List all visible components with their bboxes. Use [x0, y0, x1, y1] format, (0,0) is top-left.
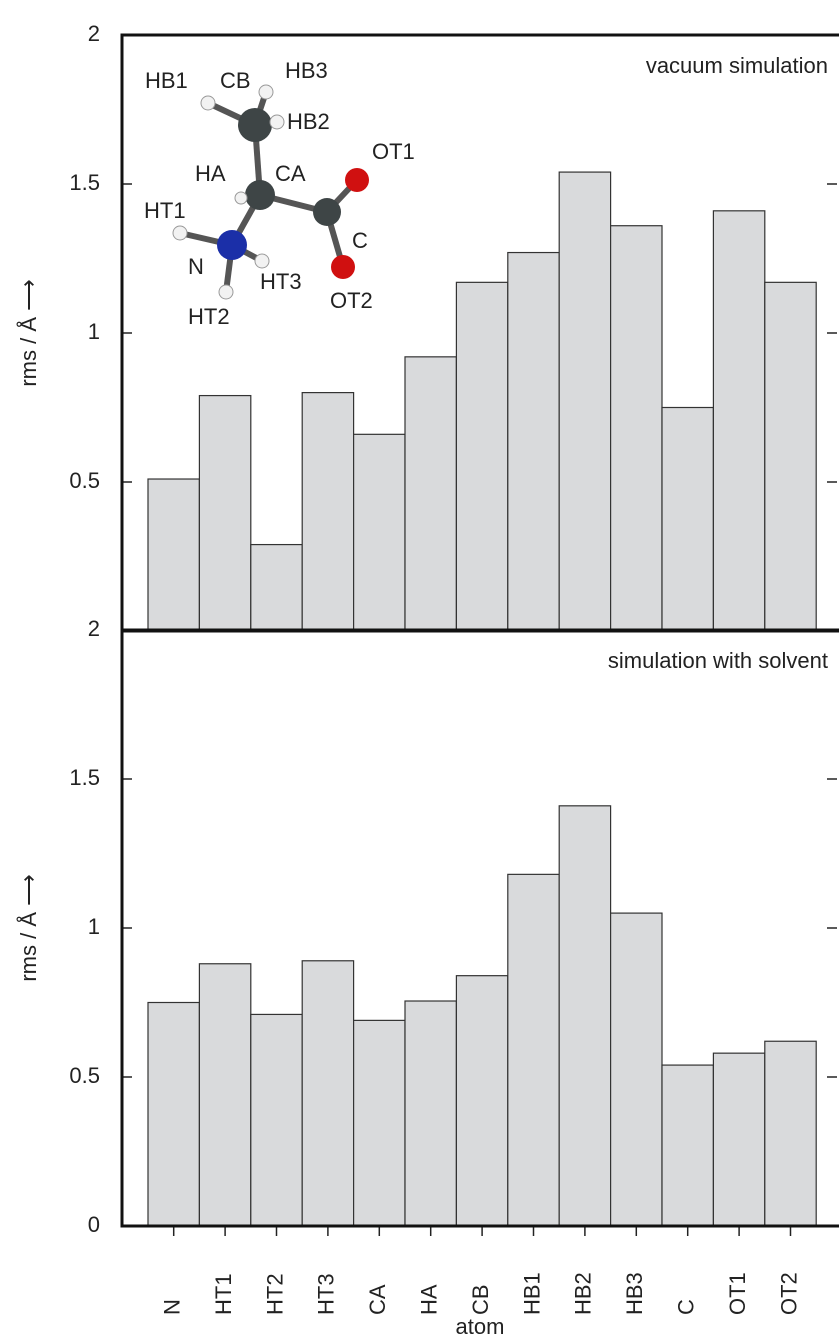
x-tick-label: CB: [468, 1284, 493, 1315]
bar: [609, 225, 663, 632]
bar: [455, 281, 509, 632]
bar: [507, 873, 560, 1227]
bar: [353, 433, 406, 632]
bar: [558, 171, 612, 632]
bar: [147, 1001, 201, 1227]
x-tick-label: HB1: [519, 1272, 544, 1315]
y-tick-label: 2: [88, 21, 100, 46]
atom-label: HB2: [287, 109, 330, 134]
x-tick-label: HT3: [314, 1273, 339, 1315]
atom-label: HT2: [188, 304, 230, 329]
atom-label: CB: [220, 68, 251, 93]
x-tick-label: HB2: [571, 1272, 596, 1315]
x-tick-label: HT2: [262, 1273, 287, 1315]
atom-label: HA: [195, 161, 226, 186]
atom-label: HB1: [145, 68, 188, 93]
bar: [404, 356, 458, 632]
bar: [661, 406, 715, 632]
bar: [198, 394, 252, 632]
atoms: [172, 84, 369, 300]
bar: [507, 251, 560, 632]
bar: [404, 1000, 458, 1227]
atom-label: HT3: [260, 269, 302, 294]
plot-frame: [120, 628, 839, 1228]
atom-label: OT2: [330, 288, 373, 313]
bar: [661, 1064, 715, 1227]
x-tick-label: HA: [417, 1284, 442, 1315]
bar: [712, 1052, 766, 1227]
bar: [764, 1040, 817, 1227]
bar: [609, 912, 663, 1227]
bar: [455, 975, 509, 1227]
x-tick-label: OT1: [725, 1272, 750, 1315]
atom-label: C: [352, 228, 368, 253]
bar: [250, 543, 303, 632]
x-tick-label: CA: [365, 1284, 390, 1315]
y-axis-label: rms / Å ⟶: [16, 874, 41, 981]
x-tick-label: HT1: [211, 1273, 236, 1315]
atom-label: N: [188, 254, 204, 279]
y-tick-label: 1: [88, 319, 100, 344]
bar: [250, 1013, 303, 1227]
panel-title: vacuum simulation: [646, 53, 828, 78]
y-tick-label: 1.5: [69, 170, 100, 195]
molecule-inset: [172, 84, 369, 300]
y-tick-label: 1: [88, 914, 100, 939]
x-axis-label: atom: [456, 1314, 505, 1339]
y-axis-label: rms / Å ⟶: [16, 279, 41, 386]
atom-label: HT1: [144, 198, 186, 223]
bar: [198, 963, 252, 1227]
x-tick-label: OT2: [776, 1272, 801, 1315]
bar: [301, 392, 355, 632]
panel-title: simulation with solvent: [608, 648, 828, 673]
bar: [712, 210, 766, 632]
atom-label: OT1: [372, 139, 415, 164]
x-tick-label: HB3: [622, 1272, 647, 1315]
bar: [764, 281, 817, 632]
x-tick-label: N: [160, 1299, 185, 1315]
y-tick-label: 0: [88, 1212, 100, 1237]
bar: [353, 1019, 406, 1227]
bar: [558, 805, 612, 1227]
x-tick-label: C: [674, 1299, 699, 1315]
atom-label: CA: [275, 161, 306, 186]
bar: [147, 478, 201, 632]
y-tick-label: 1.5: [69, 765, 100, 790]
y-tick-label: 2: [88, 616, 100, 641]
y-tick-label: 0.5: [69, 468, 100, 493]
atom-label: HB3: [285, 58, 328, 83]
bar: [301, 960, 355, 1227]
y-tick-label: 0.5: [69, 1063, 100, 1088]
